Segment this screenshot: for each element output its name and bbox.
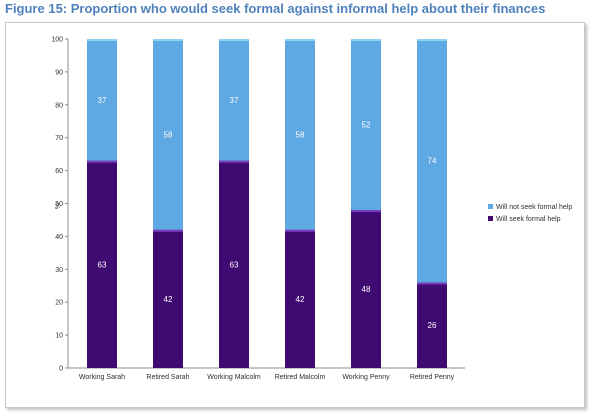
bars: 63 37 42 58 63 37 42 58 48 52 26 74	[87, 39, 447, 368]
bar-cap-formal	[87, 160, 117, 163]
bar-cap-not-formal	[87, 39, 117, 41]
bar-segment-not-formal	[153, 39, 183, 230]
x-tick-label: Retired Penny	[410, 374, 455, 381]
data-label-formal: 63	[98, 260, 107, 269]
x-tick-label: Working Malcolm	[207, 374, 261, 381]
x-ticks: Working Sarah Retired Sarah Working Malcol…	[79, 374, 455, 381]
y-ticks: 0 10 20 30 40 50 60 70 80 90 100	[51, 37, 68, 373]
x-tick-label: Working Penny	[342, 374, 390, 381]
bar-cap-formal	[351, 210, 381, 213]
bar-segment-not-formal	[351, 39, 381, 211]
data-label-formal: 48	[362, 285, 371, 294]
bar-cap-not-formal	[219, 39, 249, 41]
bar-cap-formal	[219, 160, 249, 163]
legend-label: Will seek formal help	[496, 216, 561, 223]
data-label-formal: 42	[296, 295, 305, 304]
bar-cap-formal	[285, 229, 315, 232]
y-tick-label: 10	[55, 333, 63, 340]
data-label-not-formal: 37	[98, 96, 107, 105]
bar-segment-formal	[87, 160, 117, 368]
x-tick-label: Working Sarah	[79, 374, 125, 381]
bar-cap-formal	[417, 282, 447, 285]
bar-cap-not-formal	[351, 39, 381, 41]
bar-segment-not-formal	[87, 39, 117, 161]
y-tick-label: 0	[59, 366, 63, 373]
y-tick-label: 60	[55, 168, 63, 175]
bar-segment-formal	[417, 282, 447, 368]
x-tick-label: Retired Sarah	[146, 374, 189, 381]
y-tick-label: 90	[55, 69, 63, 76]
x-tick-label: Retired Malcolm	[275, 374, 326, 381]
bar-segment-formal	[153, 229, 183, 368]
bar-segment-not-formal	[219, 39, 249, 161]
y-tick-label: 100	[51, 37, 63, 44]
legend-swatch	[488, 216, 493, 221]
data-label-formal: 63	[230, 260, 239, 269]
bar-cap-not-formal	[153, 39, 183, 41]
y-tick-label: 50	[55, 201, 63, 208]
bar-segment-not-formal	[417, 39, 447, 283]
y-tick-label: 70	[55, 135, 63, 142]
bar-cap-formal	[153, 229, 183, 232]
y-tick-label: 80	[55, 102, 63, 109]
legend-swatch	[488, 204, 493, 209]
bar-segment-formal	[351, 210, 381, 368]
legend: Will not seek formal help Will seek forma…	[488, 204, 572, 223]
y-tick-label: 30	[55, 267, 63, 274]
bar-cap-not-formal	[417, 39, 447, 41]
bar-segment-formal	[285, 229, 315, 368]
data-label-not-formal: 74	[428, 157, 437, 166]
y-tick-label: 40	[55, 234, 63, 241]
bar-cap-not-formal	[285, 39, 315, 41]
legend-label: Will not seek formal help	[496, 204, 572, 211]
bar-segment-formal	[219, 160, 249, 368]
bar-segment-not-formal	[285, 39, 315, 230]
data-label-not-formal: 52	[362, 121, 371, 130]
y-axis-label: %	[55, 203, 62, 209]
data-label-not-formal: 37	[230, 96, 239, 105]
data-label-formal: 42	[164, 295, 173, 304]
data-label-not-formal: 58	[164, 130, 173, 139]
figure-title: Figure 15: Proportion who would seek for…	[5, 1, 546, 16]
y-tick-label: 20	[55, 300, 63, 307]
data-label-not-formal: 58	[296, 130, 305, 139]
data-label-formal: 26	[428, 321, 437, 330]
